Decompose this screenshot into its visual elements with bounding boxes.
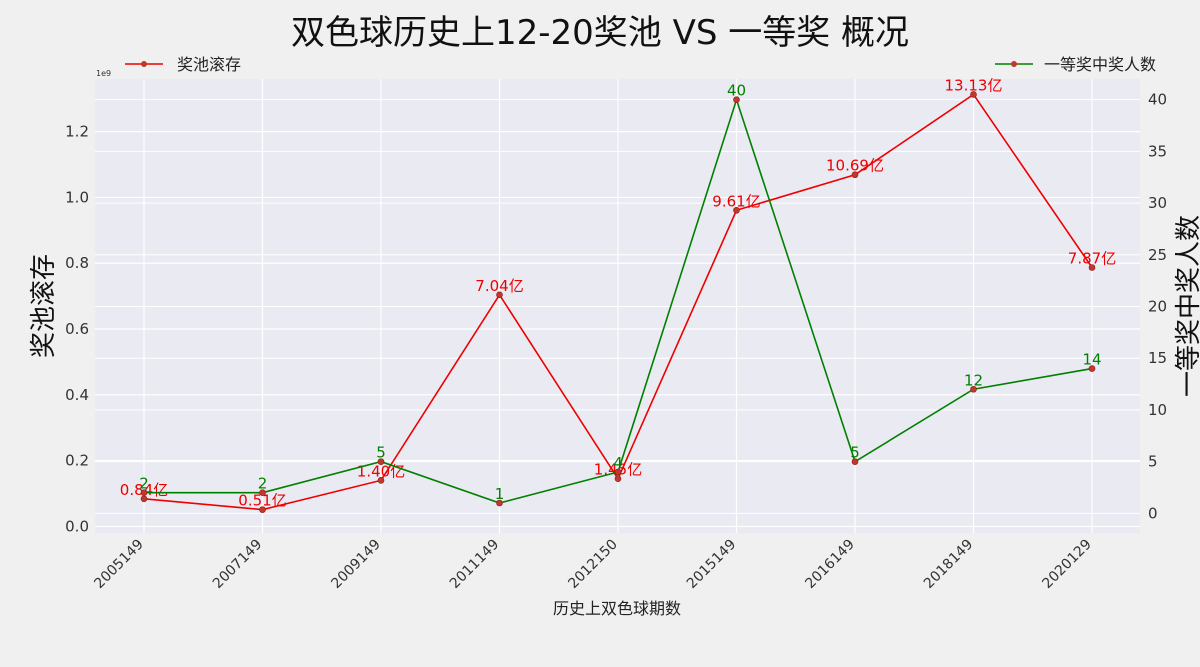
series-point-1 (377, 458, 385, 465)
legend-label-0: 奖池滚存 (177, 55, 241, 74)
x-axis-label: 历史上双色球期数 (553, 599, 681, 618)
x-tick-label: 2011149 (447, 537, 502, 592)
x-tick-label: 2016149 (802, 537, 857, 592)
legend-marker-0 (141, 61, 147, 67)
legend-marker-1 (1011, 61, 1017, 67)
y2-tick-label: 30 (1148, 194, 1167, 212)
data-label-0: 9.61亿 (712, 192, 760, 210)
x-tick-label: 2007149 (210, 537, 265, 592)
x-tick-label: 2018149 (921, 537, 976, 592)
y-axis-label: 奖池滚存 (29, 254, 59, 358)
series-point-0 (851, 171, 859, 179)
data-label-0: 1.40亿 (357, 462, 405, 480)
series-point-1 (496, 499, 503, 507)
y-tick-label: 0.0 (65, 517, 89, 535)
series-point-1 (970, 385, 977, 393)
y-tick-label: 0.4 (65, 386, 89, 404)
legend: 奖池滚存 一等奖中奖人数 (125, 55, 1156, 74)
data-label-1: 4 (613, 454, 623, 472)
series-point-0 (970, 91, 977, 98)
y2-tick-label: 10 (1148, 401, 1167, 419)
y2-tick-label: 15 (1148, 349, 1167, 367)
data-label-1: 2 (139, 475, 149, 493)
y2-tick-label: 0 (1148, 504, 1158, 522)
series-point-0 (496, 291, 503, 299)
data-label-0: 0.51亿 (238, 492, 286, 510)
y2-tick-label: 35 (1148, 142, 1167, 160)
chart-title: 双色球历史上12-20奖池 VS 一等奖 概况 (291, 13, 909, 53)
series-point-1 (614, 468, 622, 476)
y-tick-label: 1.0 (65, 188, 89, 206)
data-label-1: 40 (727, 82, 746, 100)
y2-tick-label: 20 (1148, 298, 1167, 316)
series-point-0 (1088, 264, 1096, 271)
series-point-0 (733, 206, 740, 214)
data-label-1: 2 (258, 475, 268, 493)
x-tick-label: 2015149 (684, 537, 739, 592)
data-label-1: 1 (495, 485, 505, 503)
series-point-1 (140, 489, 148, 496)
series-point-1 (733, 96, 740, 103)
y2-tick-label: 40 (1148, 91, 1167, 109)
data-label-1: 12 (964, 371, 983, 389)
series-point-0 (614, 475, 622, 483)
data-label-0: 10.69亿 (826, 157, 884, 175)
y2-tick-label: 25 (1148, 246, 1167, 264)
y2-axis-label: 一等奖中奖人数 (1174, 215, 1200, 397)
x-tick-label: 2005149 (91, 537, 146, 592)
series-point-1 (851, 458, 859, 465)
data-label-1: 5 (850, 444, 860, 462)
data-label-0: 7.04亿 (475, 277, 523, 295)
y-tick-label: 0.2 (65, 452, 89, 470)
series-point-1 (1088, 365, 1096, 372)
x-tick-label: 2012150 (565, 537, 620, 592)
grid-lines (95, 79, 1140, 533)
y2-tick-label: 5 (1148, 453, 1158, 471)
x-axis-ticks: 2005149 2007149 2009149 2011149 2012150 20151… (91, 537, 1094, 592)
data-label-1: 5 (376, 444, 386, 462)
series-point-0 (259, 506, 266, 513)
y-tick-label: 0.6 (65, 320, 89, 338)
data-label-1: 14 (1082, 351, 1101, 369)
data-label-0: 7.87亿 (1068, 250, 1116, 268)
x-tick-label: 2020129 (1039, 537, 1094, 592)
y-tick-label: 0.8 (65, 254, 89, 272)
series-point-1 (259, 489, 266, 496)
series-layer: 0.84亿0.51亿1.40亿7.04亿1.45亿9.61亿10.69亿13.1… (120, 76, 1116, 513)
y-axis-exponent: 1e9 (96, 69, 111, 78)
y2-axis-ticks: 0 5 10 15 20 25 30 35 40 (1148, 91, 1167, 523)
data-label-0: 13.13亿 (945, 76, 1003, 94)
y-tick-label: 1.2 (65, 123, 89, 141)
y-axis-ticks: 0.0 0.2 0.4 0.6 0.8 1.0 1.2 (65, 123, 89, 536)
x-tick-label: 2009149 (328, 537, 383, 592)
series-point-0 (377, 477, 385, 484)
legend-label-1: 一等奖中奖人数 (1044, 55, 1156, 74)
